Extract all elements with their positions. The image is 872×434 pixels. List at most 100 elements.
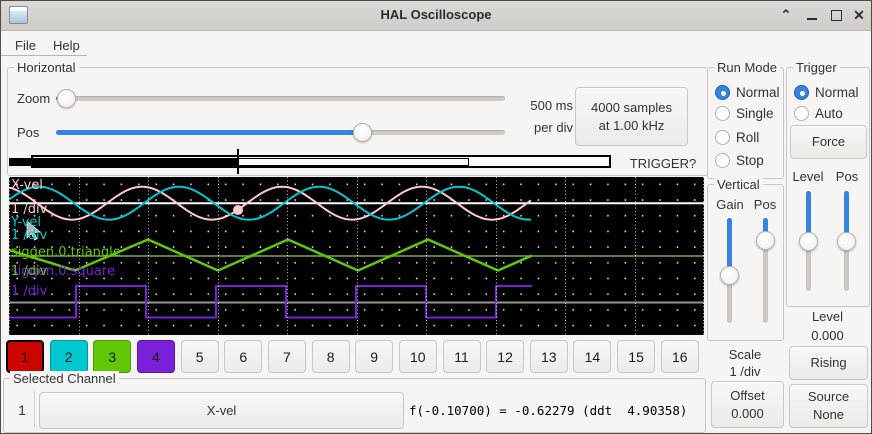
rate-per-div-line2: per div <box>533 120 573 135</box>
vertical-gain-slider[interactable] <box>720 218 739 323</box>
channel-button-14[interactable]: 14 <box>573 340 612 373</box>
shade-icon[interactable]: ⌃ <box>780 7 792 22</box>
scope-grid-division <box>565 177 566 335</box>
channel-source-button[interactable]: X-vel <box>39 392 404 429</box>
vertical-gain-header: Gain <box>716 197 744 212</box>
channel-3-scale-label: 1 /div <box>11 264 48 279</box>
trigger-level-knob[interactable] <box>799 232 818 251</box>
channel-button-12[interactable]: 12 <box>486 340 525 373</box>
vertical-scale-label: Scale <box>728 347 762 362</box>
channel-button-7[interactable]: 7 <box>267 340 306 373</box>
vertical-frame: Vertical <box>707 177 784 341</box>
vertical-gain-knob[interactable] <box>720 266 739 285</box>
record-fill-bar <box>9 158 238 166</box>
channel-2-name-label: Y-vel <box>11 215 42 230</box>
channel-button-5[interactable]: 5 <box>180 340 219 373</box>
trace-channel-4 <box>9 285 532 319</box>
scope-grid-division <box>703 177 704 335</box>
app-window-icon <box>9 6 28 24</box>
pos-slider-knob[interactable] <box>353 123 372 142</box>
trace-channel-2 <box>9 185 532 221</box>
trigger-level-slider[interactable] <box>799 191 818 291</box>
scope-grid-division <box>218 177 219 335</box>
force-button[interactable]: Force <box>790 125 867 159</box>
trigger-point-marker <box>233 205 243 215</box>
mouse-cursor-icon <box>26 220 41 241</box>
channel-button-15[interactable]: 15 <box>617 340 656 373</box>
channel-button-3[interactable]: 3 <box>93 340 132 373</box>
selected-channel-frame-label: Selected Channel <box>10 371 119 386</box>
channel-4-scale-label: 1 /div <box>11 284 48 299</box>
horizontal-zoom-slider[interactable] <box>56 89 505 108</box>
radio-icon[interactable] <box>715 153 730 168</box>
radio-icon[interactable] <box>794 106 809 121</box>
rate-per-div-line1: 500 ms <box>530 98 573 113</box>
samples-button[interactable]: 4000 samples at 1.00 kHz <box>575 87 688 146</box>
selected-channel-number: 1 <box>18 402 26 418</box>
channel-button-9[interactable]: 9 <box>355 340 394 373</box>
channel-button-16[interactable]: 16 <box>660 340 699 373</box>
trigger-pos-slider[interactable] <box>837 191 856 291</box>
vertical-frame-label: Vertical <box>714 177 763 192</box>
scope-grid-division <box>9 177 10 335</box>
radio-icon[interactable] <box>715 130 730 145</box>
radio-icon[interactable] <box>794 85 809 100</box>
horizontal-frame-label: Horizontal <box>14 60 79 75</box>
titlebar[interactable]: HAL Oscilloscope ⌃ ✕ <box>1 1 871 31</box>
run-mode-frame: Run Mode <box>707 60 784 179</box>
trigger-source-button[interactable]: Source None <box>789 384 868 428</box>
channel-button-10[interactable]: 10 <box>398 340 437 373</box>
run-mode-frame-label: Run Mode <box>714 60 780 75</box>
trigger-pos-knob[interactable] <box>837 232 856 251</box>
zoom-slider-knob[interactable] <box>57 89 76 108</box>
channel-3-name-label: siggen.0.triangle <box>11 245 121 260</box>
scope-grid-division <box>357 177 358 335</box>
channel-1-scale-label: 1 /div <box>11 202 48 217</box>
maximize-icon[interactable] <box>827 6 845 24</box>
radio-icon[interactable] <box>715 106 730 121</box>
channel-button-8[interactable]: 8 <box>311 340 350 373</box>
horizontal-frame: Horizontal <box>7 60 708 176</box>
channel-button-2[interactable]: 2 <box>49 340 88 373</box>
trigger-position-marker <box>237 149 239 174</box>
channel-button-4[interactable]: 4 <box>136 340 175 373</box>
trigger-pos-header: Pos <box>835 169 859 184</box>
horizontal-pos-slider[interactable] <box>56 123 505 142</box>
window-title: HAL Oscilloscope <box>380 7 492 22</box>
close-icon[interactable]: ✕ <box>853 7 865 23</box>
channel-1-name-label: X-vel <box>11 178 43 193</box>
channel-button-1[interactable]: 1 <box>6 340 44 373</box>
trace-channel-3 <box>9 238 533 272</box>
scope-grid-division <box>635 177 636 335</box>
minimize-icon[interactable] <box>803 6 821 24</box>
trigger-level-value: 0.000 <box>811 328 844 343</box>
vertical-pos-knob[interactable] <box>756 231 775 250</box>
scope-grid-division <box>287 177 288 335</box>
selected-channel-frame: Selected Channel <box>3 371 706 433</box>
menu-file[interactable]: File <box>15 38 36 53</box>
channel-button-row: 1 2 3 4 5 6 7 8 9 10 11 12 13 14 15 16 <box>1 340 706 373</box>
menu-help[interactable]: Help <box>53 38 80 53</box>
trigger-frame-label: Trigger <box>793 60 840 75</box>
samples-button-line2: at 1.00 kHz <box>598 117 665 133</box>
menubar: File Help <box>1 31 871 57</box>
channel-button-13[interactable]: 13 <box>529 340 568 373</box>
trigger-frame: Trigger <box>786 60 870 307</box>
scope-grid-division <box>79 177 80 335</box>
channel-button-11[interactable]: 11 <box>442 340 481 373</box>
vertical-pos-slider[interactable] <box>756 218 775 323</box>
waveform-canvas <box>9 185 704 319</box>
radio-icon[interactable] <box>715 85 730 100</box>
trigger-level-header: Level <box>792 169 824 184</box>
vertical-offset-button[interactable]: Offset 0.000 <box>711 381 784 428</box>
scope-grid-division <box>148 177 149 335</box>
channel-2-scale-label: 1 /div <box>11 228 48 243</box>
trace-channel-1 <box>9 185 532 221</box>
scope-display[interactable]: X-vel 1 /div Y-vel 1 /div siggen.0.triangle s… <box>9 177 704 335</box>
menubar-underline <box>1 55 87 56</box>
channel-button-6[interactable]: 6 <box>224 340 263 373</box>
pos-label: Pos <box>17 125 40 140</box>
trigger-slope-button[interactable]: Rising <box>789 346 868 380</box>
zoom-label: Zoom <box>17 91 51 106</box>
scope-grid-division <box>496 177 497 335</box>
